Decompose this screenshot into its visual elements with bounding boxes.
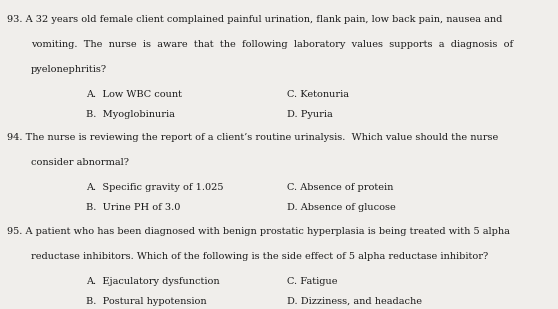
Text: reductase inhibitors. Which of the following is the side effect of 5 alpha reduc: reductase inhibitors. Which of the follo… (31, 252, 488, 261)
Text: vomiting.  The  nurse  is  aware  that  the  following  laboratory  values  supp: vomiting. The nurse is aware that the fo… (31, 40, 513, 49)
Text: 95. A patient who has been diagnosed with benign prostatic hyperplasia is being : 95. A patient who has been diagnosed wit… (7, 227, 509, 236)
Text: D. Absence of glucose: D. Absence of glucose (287, 203, 396, 212)
Text: B.  Myoglobinuria: B. Myoglobinuria (86, 110, 175, 119)
Text: D. Dizziness, and headache: D. Dizziness, and headache (287, 297, 422, 306)
Text: consider abnormal?: consider abnormal? (31, 158, 129, 167)
Text: pyelonephritis?: pyelonephritis? (31, 65, 107, 74)
Text: 94. The nurse is reviewing the report of a client’s routine urinalysis.  Which v: 94. The nurse is reviewing the report of… (7, 133, 498, 142)
Text: B.  Urine PH of 3.0: B. Urine PH of 3.0 (86, 203, 181, 212)
Text: D. Pyuria: D. Pyuria (287, 110, 333, 119)
Text: B.  Postural hypotension: B. Postural hypotension (86, 297, 207, 306)
Text: A.  Ejaculatory dysfunction: A. Ejaculatory dysfunction (86, 277, 220, 286)
Text: C. Fatigue: C. Fatigue (287, 277, 338, 286)
Text: A.  Low WBC count: A. Low WBC count (86, 90, 182, 99)
Text: C. Ketonuria: C. Ketonuria (287, 90, 349, 99)
Text: 93. A 32 years old female client complained painful urination, flank pain, low b: 93. A 32 years old female client complai… (7, 15, 502, 24)
Text: A.  Specific gravity of 1.025: A. Specific gravity of 1.025 (86, 183, 224, 192)
Text: C. Absence of protein: C. Absence of protein (287, 183, 394, 192)
